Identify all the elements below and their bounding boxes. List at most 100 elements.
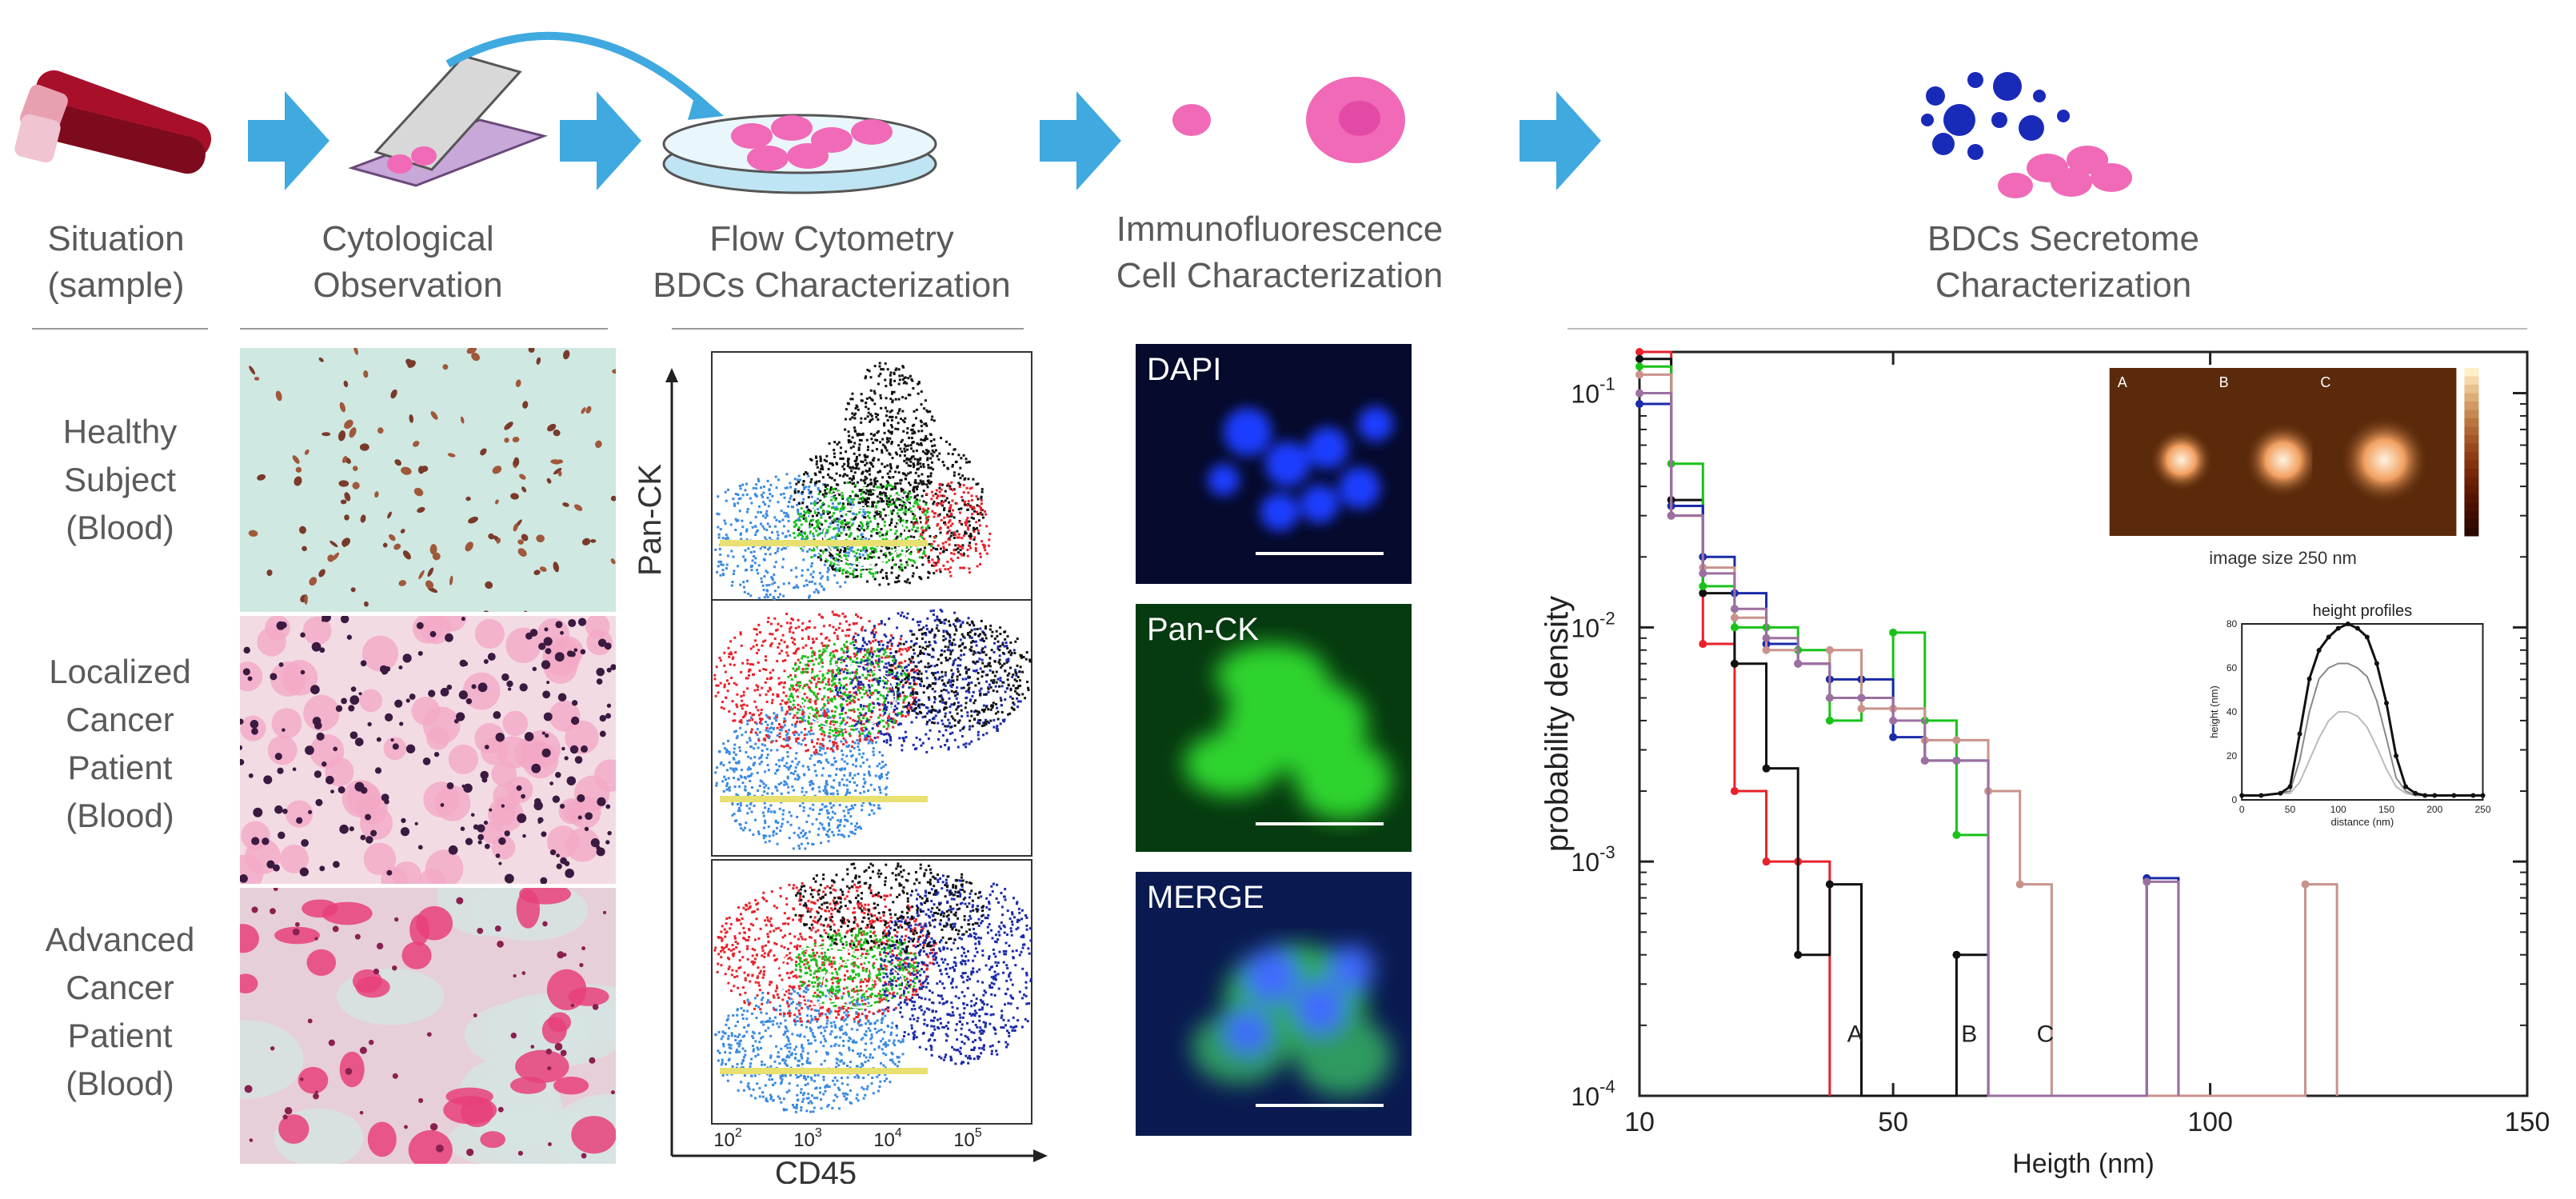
header-immuno: Immunofluorescence Cell Characterization xyxy=(1116,210,1444,295)
chart-y-label: probability density xyxy=(1540,596,1575,852)
chart-y-tick: 10-4 xyxy=(1571,1077,1615,1111)
profile-y-tick: 0 xyxy=(2232,794,2238,805)
profile-x-tick: 150 xyxy=(2378,804,2394,815)
series-point xyxy=(1699,569,1707,578)
profile-inset xyxy=(2241,623,2484,801)
row-label-localized: Localized Cancer Patient (Blood) xyxy=(49,653,191,834)
row-label-advanced: Advanced Cancer Patient (Blood) xyxy=(45,921,195,1102)
series-point xyxy=(1825,880,1834,889)
if-label-panck: Pan-CK xyxy=(1147,612,1260,647)
profile-x-tick: 100 xyxy=(2330,804,2346,815)
profile-y-tick: 20 xyxy=(2227,750,2238,761)
afm-label: C xyxy=(2320,374,2330,390)
cytology-panel-advanced xyxy=(240,888,616,1164)
profile-x-label: distance (nm) xyxy=(2330,816,2394,828)
cell-icon xyxy=(1172,77,1405,163)
divider xyxy=(32,328,208,330)
pipeline-icons xyxy=(14,31,2132,198)
series-point xyxy=(1635,399,1643,408)
series-point xyxy=(1730,787,1739,796)
series-point xyxy=(1762,764,1771,773)
series-point xyxy=(1952,756,1961,765)
peak-label: A xyxy=(1847,1021,1863,1048)
afm-caption: image size 250 nm xyxy=(2209,548,2357,568)
divider xyxy=(1568,328,2527,330)
cytology-panel-healthy xyxy=(240,348,616,612)
afm-label: B xyxy=(2219,374,2229,390)
flow-y-label: Pan-CK xyxy=(633,464,668,576)
series-point xyxy=(1920,756,1929,765)
chart-x-tick: 100 xyxy=(2187,1107,2233,1137)
series-point xyxy=(1889,716,1898,725)
series-point xyxy=(1699,582,1707,590)
chart-y-tick: 10-3 xyxy=(1571,842,1615,877)
series-point xyxy=(1762,645,1771,654)
afm-label: A xyxy=(2118,374,2127,390)
series-point xyxy=(1952,736,1961,745)
if-label-dapi: DAPI xyxy=(1147,352,1222,387)
peak-label: B xyxy=(1961,1021,1977,1048)
if-panel-merge: MERGE xyxy=(1136,872,1412,1136)
series-point xyxy=(1952,950,1961,959)
series-point xyxy=(1635,348,1643,356)
series-point xyxy=(1635,362,1643,371)
if-panel-dapi: DAPI xyxy=(1136,344,1412,584)
series-point xyxy=(1730,613,1739,622)
chamber-slide-icon xyxy=(348,31,724,187)
chart-y-tick: 10-2 xyxy=(1571,608,1615,642)
series-point xyxy=(1952,830,1961,839)
profile-x-tick: 50 xyxy=(2285,804,2296,815)
series-point xyxy=(1825,693,1834,702)
arrow-icon xyxy=(1040,91,1121,190)
series-point xyxy=(1667,511,1675,520)
series-point xyxy=(1889,733,1898,741)
if-panel-panck: Pan-CK xyxy=(1136,604,1412,852)
flow-tick-label: 104 xyxy=(873,1126,902,1151)
flow-cytometry-plots: Pan-CK CD45 102 103 104 105 xyxy=(633,351,1048,1184)
secretome-icon xyxy=(1921,72,2132,198)
flow-tick-label: 105 xyxy=(953,1126,982,1151)
series-point xyxy=(1857,693,1866,702)
arrow-icon xyxy=(560,91,641,190)
chart-x-tick: 150 xyxy=(2505,1107,2550,1137)
profile-y-tick: 80 xyxy=(2227,618,2238,629)
profile-title: height profiles xyxy=(2313,602,2413,620)
series-point xyxy=(1730,623,1739,632)
header-cytology: Cytological Observation xyxy=(313,219,503,305)
chart-y-tick: 10-1 xyxy=(1571,374,1615,409)
series-point xyxy=(1825,716,1834,725)
series-point xyxy=(1857,704,1866,713)
series-point xyxy=(1825,645,1834,654)
blood-tubes-icon xyxy=(14,70,212,174)
series-point xyxy=(2015,880,2024,889)
if-label-merge: MERGE xyxy=(1147,880,1264,915)
series-point xyxy=(1699,640,1707,649)
flow-tick-label: 102 xyxy=(713,1126,742,1151)
series-point xyxy=(1762,857,1771,866)
profile-y-tick: 40 xyxy=(2227,706,2238,717)
profile-y-label: height (nm) xyxy=(2208,685,2220,738)
series-point xyxy=(1762,633,1771,642)
flow-x-label: CD45 xyxy=(775,1156,857,1184)
arrow-icon xyxy=(1520,91,1601,190)
flow-tick-label: 103 xyxy=(793,1126,822,1151)
series-point xyxy=(1730,605,1739,613)
divider xyxy=(240,328,608,330)
profile-x-tick: 200 xyxy=(2426,804,2442,815)
peak-label: C xyxy=(2037,1021,2055,1048)
header-situation: Situation (sample) xyxy=(47,219,185,305)
series-point xyxy=(1794,659,1803,668)
header-secretome: BDCs Secretome Characterization xyxy=(1927,219,2199,305)
profile-series-C xyxy=(2242,622,2483,797)
profile-y-tick: 60 xyxy=(2227,662,2238,673)
arrow-icon xyxy=(248,91,329,190)
series-point xyxy=(1794,950,1803,959)
divider xyxy=(672,328,1024,330)
row-label-healthy: Healthy Subject (Blood) xyxy=(62,413,178,546)
series-point xyxy=(1730,659,1739,668)
profile-x-tick: 0 xyxy=(2239,804,2245,815)
series-point xyxy=(2301,880,2310,889)
series-point xyxy=(1635,389,1643,398)
petri-dish-icon xyxy=(662,114,937,194)
